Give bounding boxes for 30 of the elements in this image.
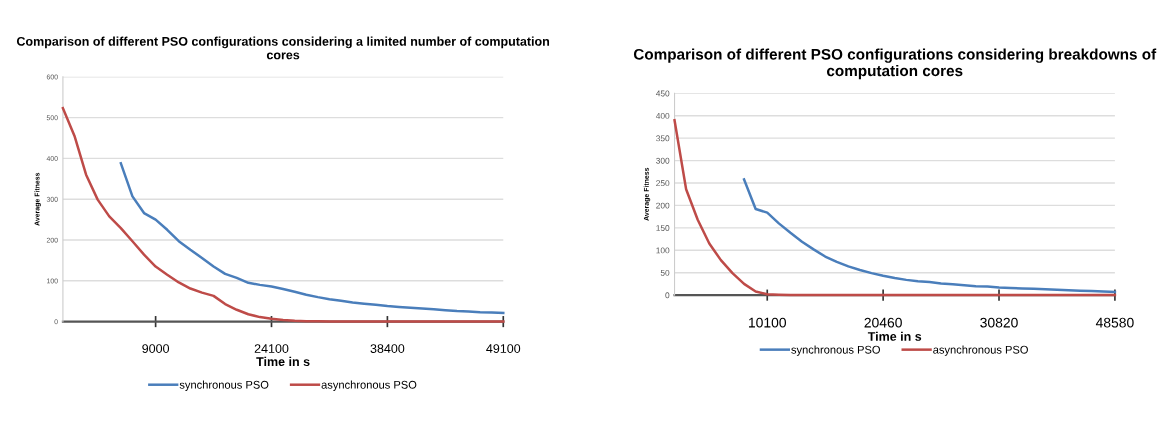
chart-title: Comparison of different PSO configurations considering a limited number of computation cores <box>16 36 550 60</box>
y-tick-label: 350 <box>656 135 670 142</box>
x-tick-label: 30820 <box>980 317 1018 328</box>
x-tick-label: 49100 <box>486 344 521 353</box>
legend-label: asynchronous PSO <box>321 380 417 391</box>
x-tick-label: 10100 <box>748 317 787 328</box>
line-series <box>742 178 1117 294</box>
x-axis-title: Time in s <box>256 356 310 367</box>
y-tick-label: 250 <box>656 180 670 187</box>
x-tick-label: 24100 <box>254 344 289 353</box>
y-tick-label: 200 <box>656 202 670 209</box>
legend-label: asynchronous PSO <box>933 345 1028 356</box>
y-tick-label: 300 <box>656 157 670 164</box>
x-tick-label: 20460 <box>864 317 902 328</box>
y-tick-label: 50 <box>660 269 670 276</box>
y-tick-label: 150 <box>656 225 670 231</box>
y-tick-label: 0 <box>665 292 670 299</box>
chart-title: Comparison of different PSO configurations considering breakdowns of computation cores <box>633 48 1157 80</box>
x-tick-label: 9000 <box>142 344 170 353</box>
x-tick-label: 38400 <box>370 344 405 353</box>
y-tick-label: 400 <box>655 112 670 119</box>
x-tick-label: 48580 <box>1095 317 1134 328</box>
y-tick-label: 100 <box>656 247 670 254</box>
line-series <box>119 162 505 315</box>
legend-label: synchronous PSO <box>791 345 880 356</box>
legend-label: synchronous PSO <box>179 380 269 391</box>
y-tick-label: 450 <box>655 90 670 97</box>
line-series <box>673 118 1117 297</box>
x-axis-title: Time in s <box>867 331 922 341</box>
line-series <box>61 106 505 323</box>
